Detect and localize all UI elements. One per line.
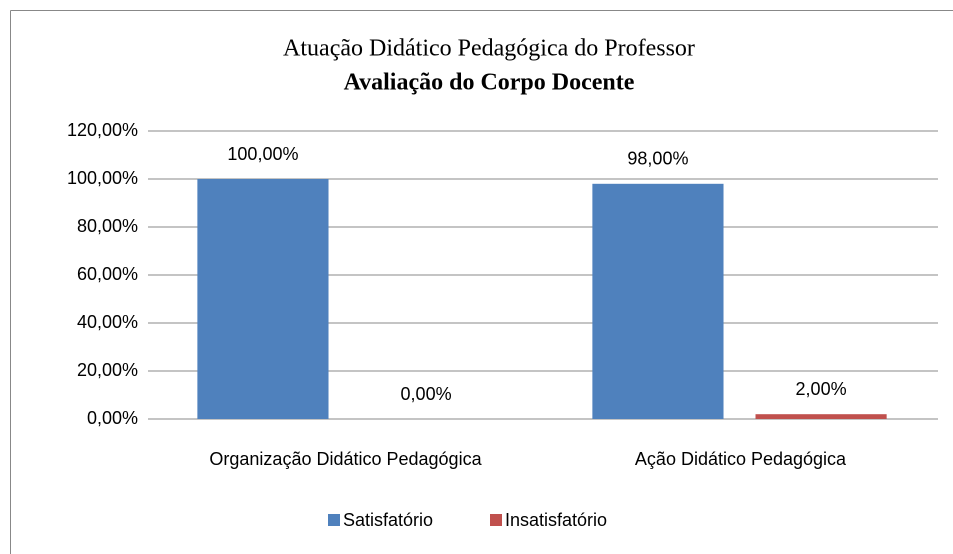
- chart-subtitle: Avaliação do Corpo Docente: [344, 70, 635, 96]
- bar: [197, 179, 329, 419]
- legend-swatch: [328, 514, 340, 526]
- chart-title: Atuação Didático Pedagógica do Professor: [283, 36, 695, 62]
- legend-label: Satisfatório: [343, 510, 433, 530]
- data-label: 0,00%: [401, 384, 452, 404]
- data-label: 98,00%: [627, 149, 688, 169]
- y-tick-label: 120,00%: [67, 120, 138, 140]
- data-label: 100,00%: [227, 144, 298, 164]
- y-tick-label: 20,00%: [77, 360, 138, 380]
- y-tick-label: 80,00%: [77, 216, 138, 236]
- y-tick-label: 60,00%: [77, 264, 138, 284]
- y-tick-label: 100,00%: [67, 168, 138, 188]
- x-tick-label: Organização Didático Pedagógica: [209, 449, 482, 469]
- legend-label: Insatisfatório: [505, 510, 607, 530]
- bar: [755, 414, 887, 419]
- x-tick-label: Ação Didático Pedagógica: [635, 449, 847, 469]
- y-tick-label: 0,00%: [87, 408, 138, 428]
- legend-swatch: [490, 514, 502, 526]
- y-tick-label: 40,00%: [77, 312, 138, 332]
- data-label: 2,00%: [796, 379, 847, 399]
- bar: [592, 183, 724, 419]
